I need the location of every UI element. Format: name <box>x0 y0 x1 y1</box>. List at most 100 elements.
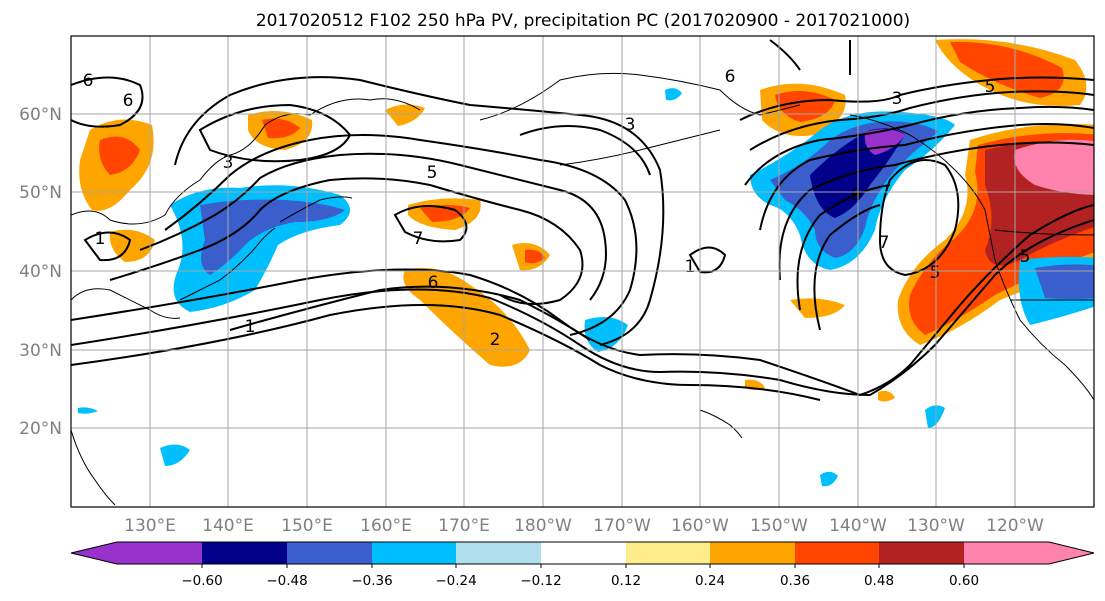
contour-label: 5 <box>427 163 438 183</box>
contour-label: 2 <box>490 330 501 350</box>
lon-tick-label: 170°W <box>593 516 651 536</box>
lat-tick-label: 20°N <box>19 419 62 439</box>
colorbar-segment <box>541 542 626 564</box>
colorbar-segment <box>202 542 287 564</box>
pv-contours <box>71 39 1094 401</box>
pv-contour <box>878 159 960 277</box>
pv-contour <box>778 141 1094 281</box>
contour-label: 1 <box>95 229 106 249</box>
pv-contour <box>769 39 801 71</box>
contour-label: 6 <box>725 67 736 87</box>
lat-tick-labels: 60°N 50°N 40°N 30°N 20°N <box>19 105 62 439</box>
contour-label: 1 <box>245 317 256 337</box>
map-frame <box>70 35 1095 508</box>
colorbar-segment <box>287 542 372 564</box>
pv-contour <box>71 304 821 401</box>
coastlines <box>71 72 1094 506</box>
gridlines <box>71 36 1094 507</box>
colorbar-tick-label: −0.48 <box>266 573 307 589</box>
alaska-coastline <box>479 72 801 121</box>
pv-contour <box>744 105 1094 186</box>
precip-positive-region <box>790 298 845 318</box>
pv-contour <box>71 219 1094 397</box>
contour-label: 5 <box>985 77 996 97</box>
precip-negative-region <box>160 444 190 466</box>
philippines-coastline <box>71 429 116 506</box>
contour-label: 5 <box>1020 247 1031 267</box>
colorbar-segment <box>879 542 964 564</box>
colorbar-ticks <box>201 564 965 568</box>
colorbar-tick-label: 0.12 <box>611 573 641 589</box>
pv-contour <box>813 204 881 331</box>
colorbar-tick-label: 0.36 <box>780 573 810 589</box>
precip-negative-region <box>820 471 838 487</box>
precip-positive-core <box>420 205 470 222</box>
north-america-coastline <box>849 114 1094 401</box>
colorbar-segment <box>372 542 456 564</box>
asia-coastline <box>71 98 421 225</box>
colorbar-tick-label: 0.60 <box>949 573 979 589</box>
lon-tick-label: 170°E <box>438 516 490 536</box>
lon-tick-label: 160°E <box>360 516 412 536</box>
precip-positive-core <box>525 249 545 264</box>
aleutian-islands <box>559 129 721 166</box>
colorbar-segment <box>795 542 879 564</box>
japan-coastline <box>179 227 276 301</box>
colorbar-tick-label: 0.48 <box>864 573 894 589</box>
colorbar-tick-labels: −0.60 −0.48 −0.36 −0.24 −0.12 0.12 0.24 … <box>181 573 979 589</box>
lon-tick-label: 150°W <box>750 516 808 536</box>
colorbar-segment <box>626 542 710 564</box>
pv-contour <box>229 285 591 341</box>
contour-label: 6 <box>123 91 134 111</box>
colorbar-tick-label: −0.12 <box>520 573 561 589</box>
contour-label: 6 <box>83 71 94 91</box>
pv-contour <box>198 103 352 163</box>
colorbar-tick-label: −0.24 <box>435 573 476 589</box>
contour-label: 1 <box>685 257 696 277</box>
precip-negative-core <box>1035 264 1094 299</box>
colorbar-outline <box>70 541 1095 565</box>
pv-contour <box>174 76 665 346</box>
precip-positive-core <box>99 136 140 175</box>
precip-positive-core <box>262 118 300 139</box>
hawaii-islands <box>699 409 743 439</box>
lon-tick-label: 140°W <box>829 516 887 536</box>
lon-tick-label: 140°E <box>202 516 254 536</box>
pv-contour <box>71 76 144 128</box>
pv-contour <box>139 152 607 301</box>
colorbar-tick-label: −0.36 <box>351 573 392 589</box>
pv-contour <box>759 123 1094 231</box>
pv-contour <box>739 76 1094 121</box>
contour-label: 5 <box>930 263 941 283</box>
contour-label: 6 <box>851 185 862 205</box>
lon-tick-label: 120°W <box>986 516 1044 536</box>
pv-contour <box>164 134 638 336</box>
lat-tick-label: 30°N <box>19 341 62 361</box>
precip-negative-core <box>200 199 345 275</box>
lat-tick-label: 50°N <box>19 183 62 203</box>
precip-negative-region <box>78 407 98 414</box>
china-coastline <box>71 288 181 319</box>
precip-negative-region <box>665 88 682 101</box>
lat-tick-label: 60°N <box>19 105 62 125</box>
kuril-islands <box>279 196 353 223</box>
colorbar-segment <box>117 542 202 564</box>
lon-tick-label: 130°W <box>907 516 965 536</box>
colorbar-tick-label: −0.60 <box>181 573 222 589</box>
precip-positive-region <box>878 390 895 402</box>
colorbar-min-extension <box>71 542 117 564</box>
pv-contour <box>83 231 132 262</box>
pv-contour <box>71 204 1094 397</box>
contour-label: 7 <box>879 233 890 253</box>
lon-tick-label: 150°E <box>281 516 333 536</box>
lon-tick-label: 180°W <box>514 516 572 536</box>
colorbar-max-extension <box>1049 542 1094 564</box>
precip-negative-region <box>925 405 945 428</box>
us-canada-border <box>994 229 1094 236</box>
pv-contour <box>393 205 468 243</box>
colorbar-segment <box>710 542 795 564</box>
precip-positive-extreme <box>1014 139 1094 195</box>
pv-contour <box>796 184 891 311</box>
contour-labels: 6 6 3 3 5 5 6 1 1 7 6 2 3 5 7 6 5 1 <box>83 67 1031 350</box>
